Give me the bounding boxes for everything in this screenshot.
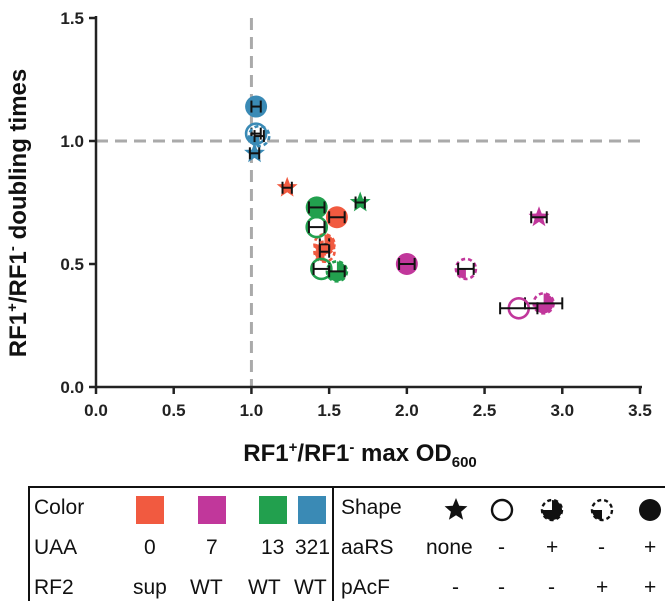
data-point-uaa-13-star bbox=[349, 191, 371, 212]
data-point-uaa-7-filled bbox=[395, 253, 418, 275]
legend-pacf-dashed: + bbox=[596, 576, 609, 599]
legend-swatch-blue bbox=[298, 496, 326, 524]
legend-shape-label: Shape bbox=[341, 496, 402, 519]
legend-uaa-321: 321 bbox=[295, 536, 331, 559]
y-axis-label: RF1+/RF1- doubling times bbox=[4, 69, 32, 357]
point-dashed-outline bbox=[247, 124, 271, 148]
point-star-marker bbox=[528, 206, 550, 227]
legend-aars-label: aaRS bbox=[341, 536, 394, 559]
legend-uaa-7: 7 bbox=[206, 536, 218, 559]
legend-pacf-label: pAcF bbox=[341, 576, 391, 599]
data-point-uaa-7-open bbox=[499, 296, 539, 320]
data-point-uaa-13-dash-filled bbox=[325, 260, 349, 283]
point-star-marker bbox=[276, 176, 298, 197]
data-point-uaa-7-dash-filled bbox=[523, 292, 564, 315]
y-tick-label: 0.0 bbox=[60, 378, 84, 397]
legend-pacf-open: - bbox=[498, 576, 505, 599]
data-point-uaa-7-star bbox=[528, 206, 550, 227]
x-tick-label: 2.0 bbox=[395, 401, 419, 420]
legend: Color UAA RF2 0 7 13 321 sup WT WT WT Sh… bbox=[28, 486, 665, 601]
point-open-circle bbox=[305, 215, 329, 239]
y-tick-label: 1.5 bbox=[60, 9, 84, 28]
point-dashed-outline bbox=[313, 240, 336, 263]
dashed-half-filled-icon bbox=[540, 498, 564, 522]
data-point-uaa-0-star bbox=[276, 176, 298, 197]
legend-rf2-wt-321: WT bbox=[294, 576, 327, 599]
legend-color-label: Color bbox=[34, 496, 85, 519]
x-tick-label: 1.5 bbox=[317, 401, 341, 420]
point-star-marker bbox=[349, 191, 371, 212]
point-dashed-outline bbox=[325, 260, 349, 283]
data-point-uaa-0-filled bbox=[325, 206, 348, 229]
legend-rf2-wt-7: WT bbox=[190, 576, 223, 599]
dashed-circle-icon bbox=[590, 498, 614, 522]
legend-swatch-green bbox=[259, 496, 287, 524]
open-circle-icon bbox=[490, 498, 514, 522]
legend-aars-dashed: - bbox=[598, 536, 605, 559]
x-axis-label: RF1+/RF1- max OD600 bbox=[243, 439, 477, 471]
legend-rf2-sup: sup bbox=[133, 576, 167, 599]
data-point-uaa-13-filled bbox=[305, 196, 328, 219]
x-tick-label: 1.0 bbox=[240, 401, 264, 420]
data-point-uaa-321-filled bbox=[245, 95, 268, 118]
point-dashed-outline bbox=[454, 257, 478, 281]
star-icon bbox=[444, 498, 468, 520]
axes: 0.0 0.5 1.0 1.5 2.0 2.5 3.0 3.5 0.0 0.5 1.0 1.5 bbox=[60, 9, 651, 420]
data-point-uaa-13-open bbox=[305, 215, 329, 239]
legend-aars-open: - bbox=[498, 536, 505, 559]
legend-uaa-13: 13 bbox=[261, 536, 285, 559]
y-tick-label: 0.5 bbox=[60, 255, 84, 274]
legend-pacf-filled: + bbox=[644, 576, 657, 599]
point-star-marker bbox=[244, 142, 265, 163]
legend-rf2-label: RF2 bbox=[34, 576, 74, 599]
reference-lines bbox=[96, 18, 640, 387]
x-tick-label: 0.5 bbox=[162, 401, 186, 420]
data-points bbox=[244, 95, 564, 320]
y-tick-label: 1.0 bbox=[60, 132, 84, 151]
legend-pacf-star: - bbox=[452, 576, 459, 599]
data-point-uaa-321-star bbox=[244, 142, 265, 163]
x-tick-label: 2.5 bbox=[473, 401, 497, 420]
legend-frame bbox=[28, 486, 665, 601]
legend-aars-half: + bbox=[546, 536, 559, 559]
data-point-uaa-0-dashed bbox=[313, 240, 336, 263]
x-tick-label: 3.5 bbox=[628, 401, 652, 420]
scatter-chart: 0.0 0.5 1.0 1.5 2.0 2.5 3.0 3.5 0.0 0.5 1.0 1.5 RF1… bbox=[4, 9, 652, 471]
point-open-circle bbox=[310, 257, 333, 281]
legend-pacf-half: - bbox=[548, 576, 555, 599]
x-tick-label: 3.0 bbox=[550, 401, 574, 420]
filled-circle-icon bbox=[639, 499, 661, 521]
legend-swatch-magenta bbox=[198, 496, 226, 524]
legend-uaa-0: 0 bbox=[144, 536, 156, 559]
data-point-uaa-321-dashed bbox=[247, 124, 271, 148]
legend-shape-icons bbox=[444, 498, 661, 522]
legend-swatch-red bbox=[136, 496, 164, 524]
legend-aars-filled: + bbox=[644, 536, 657, 559]
legend-rf2-wt-13: WT bbox=[248, 576, 281, 599]
data-point-uaa-7-dashed bbox=[454, 257, 478, 281]
legend-uaa-label: UAA bbox=[34, 536, 78, 559]
legend-aars-star: none bbox=[426, 536, 473, 559]
x-tick-label: 0.0 bbox=[84, 401, 108, 420]
